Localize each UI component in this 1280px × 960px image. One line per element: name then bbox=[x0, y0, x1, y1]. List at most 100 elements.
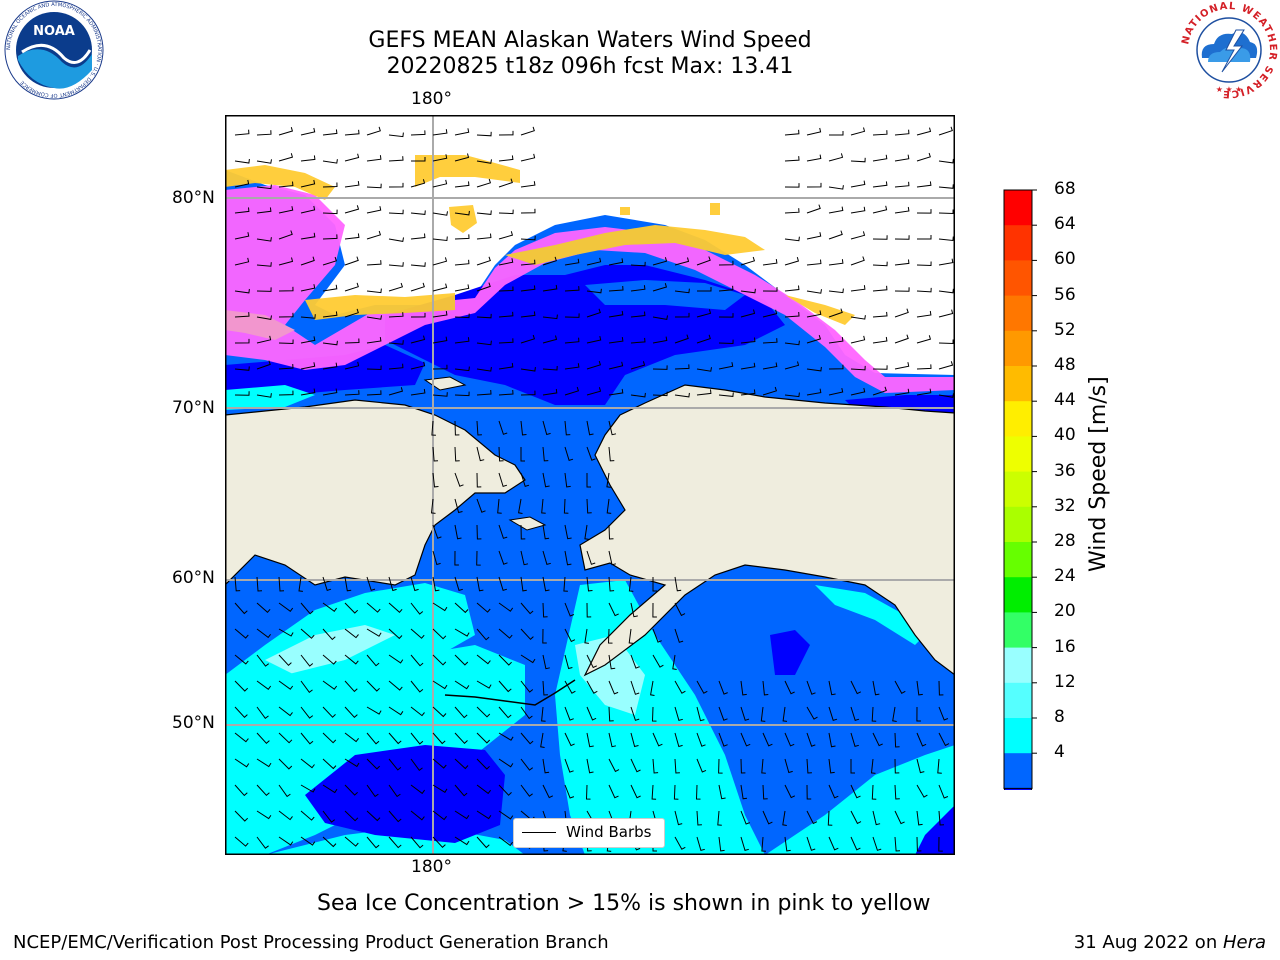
wind-barb bbox=[497, 498, 502, 514]
wind-barb bbox=[476, 446, 485, 462]
wind-barb bbox=[344, 680, 358, 693]
wind-barb bbox=[806, 732, 816, 747]
wind-barb bbox=[278, 758, 293, 770]
wind-barb bbox=[388, 628, 403, 640]
wind-barb bbox=[916, 152, 931, 162]
wind-barb bbox=[586, 732, 594, 748]
wind-barb bbox=[564, 732, 575, 747]
wind-barb bbox=[454, 498, 463, 514]
wind-barb bbox=[388, 576, 397, 592]
wind-barb bbox=[322, 732, 337, 744]
legend-label: Wind Barbs bbox=[566, 823, 652, 841]
wind-barb bbox=[762, 259, 778, 266]
wind-barb bbox=[938, 361, 954, 370]
wind-barb bbox=[652, 315, 668, 320]
wind-barb bbox=[300, 388, 316, 396]
wind-barb bbox=[608, 361, 624, 370]
wind-barb bbox=[674, 257, 690, 266]
chart-title: GEFS MEAN Alaskan Waters Wind Speed bbox=[368, 28, 812, 53]
wind-barb bbox=[366, 315, 382, 320]
wind-barb bbox=[432, 654, 447, 666]
wind-barb bbox=[916, 706, 921, 722]
wind-barb bbox=[782, 706, 788, 722]
wind-barb bbox=[234, 810, 249, 822]
wind-barb bbox=[454, 680, 470, 690]
wind-barb bbox=[784, 836, 791, 852]
wind-barb bbox=[871, 784, 877, 800]
wind-barb bbox=[872, 154, 888, 162]
wind-barb bbox=[344, 706, 358, 719]
colorbar-tick-label: 44 bbox=[1054, 390, 1076, 411]
wind-barb bbox=[278, 127, 294, 136]
wind-barb bbox=[806, 758, 812, 774]
wind-barb bbox=[344, 205, 360, 214]
wind-barb bbox=[410, 576, 419, 592]
wind-barb bbox=[410, 654, 424, 667]
wind-barb bbox=[674, 680, 686, 694]
wind-barb bbox=[850, 256, 865, 266]
wind-barb bbox=[344, 390, 360, 396]
wind-barb bbox=[564, 446, 574, 462]
wind-barb bbox=[432, 810, 447, 821]
wind-barb bbox=[256, 287, 272, 292]
wind-barb bbox=[454, 337, 470, 344]
wind-barb bbox=[410, 312, 426, 318]
wind-barb bbox=[806, 289, 822, 294]
wind-barb bbox=[586, 308, 601, 318]
wind-barb bbox=[916, 758, 925, 774]
wind-barb bbox=[300, 602, 314, 615]
wind-barb bbox=[916, 732, 927, 747]
wind-barb bbox=[344, 602, 359, 614]
wind-barb bbox=[762, 680, 769, 696]
wind-barb bbox=[542, 388, 558, 396]
wind-barb bbox=[366, 337, 382, 344]
wind-barb bbox=[542, 784, 554, 799]
wind-barb bbox=[366, 155, 382, 162]
wind-barb bbox=[718, 313, 734, 318]
wind-barb bbox=[938, 339, 954, 345]
wind-barb bbox=[256, 680, 272, 691]
wind-barb bbox=[651, 784, 657, 800]
wind-barb bbox=[520, 732, 534, 745]
wind-barb bbox=[564, 550, 572, 566]
wind-barb bbox=[234, 232, 250, 240]
wind-barb bbox=[410, 758, 423, 772]
wind-barb bbox=[762, 338, 778, 344]
wind-barb bbox=[916, 310, 932, 318]
colorbar-title: Wind Speed [m/s] bbox=[1086, 376, 1111, 572]
pacific-lightcyan-central bbox=[575, 635, 645, 715]
wind-barb bbox=[234, 207, 250, 214]
wind-barb bbox=[827, 810, 833, 826]
wind-barb bbox=[850, 157, 866, 163]
wind-barb bbox=[366, 230, 382, 240]
wind-barb bbox=[740, 337, 756, 344]
wind-barb bbox=[584, 628, 589, 644]
wind-barb bbox=[432, 236, 448, 242]
wind-barb bbox=[432, 283, 448, 292]
wind-barb bbox=[651, 706, 657, 722]
wind-barb bbox=[784, 340, 800, 346]
wind-barb bbox=[410, 628, 425, 639]
wind-barb bbox=[542, 628, 547, 644]
wind-barb bbox=[410, 810, 425, 821]
wind-barb bbox=[850, 810, 862, 825]
wind-barb bbox=[388, 237, 404, 242]
wind-barb bbox=[674, 706, 683, 722]
wind-barb bbox=[234, 312, 250, 318]
wind-barb bbox=[432, 310, 448, 318]
colorbar-segment bbox=[1004, 295, 1032, 332]
colorbar-tick-label: 52 bbox=[1054, 319, 1076, 340]
wind-barb bbox=[652, 257, 668, 266]
wind-barb bbox=[432, 336, 448, 344]
lat-label-70n: 70°N bbox=[172, 398, 215, 418]
wind-barb bbox=[278, 339, 294, 345]
wind-barb bbox=[828, 836, 839, 851]
wind-barb bbox=[894, 259, 910, 266]
wind-barb bbox=[695, 784, 701, 800]
wind-barb bbox=[718, 836, 725, 852]
wind-barb bbox=[366, 576, 376, 591]
wind-barb bbox=[542, 284, 558, 292]
wind-barb bbox=[608, 680, 619, 695]
graticule bbox=[225, 115, 955, 855]
wind-barb bbox=[564, 524, 572, 540]
